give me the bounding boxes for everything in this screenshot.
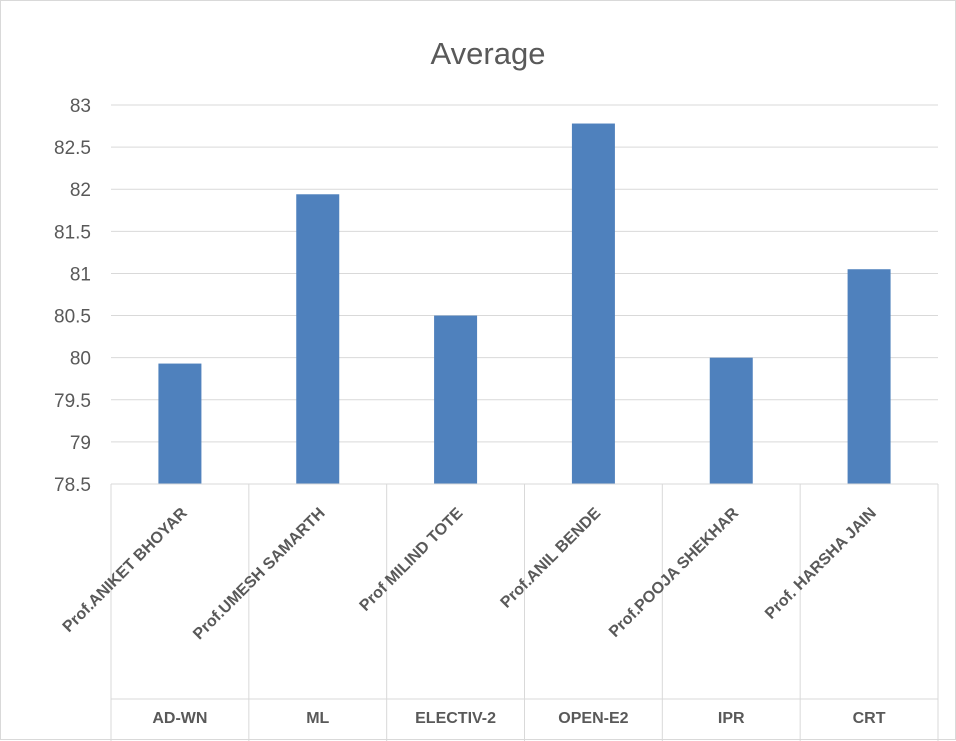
group-label: AD-WN (152, 710, 207, 727)
x-axis: Prof.ANIKET BHOYAR AD-WN Prof.UMESH SAMART… (60, 483, 939, 741)
bar (158, 363, 202, 484)
y-tick-label: 81.5 (54, 222, 91, 243)
y-tick-label: 78.5 (54, 475, 91, 496)
group-label: OPEN-E2 (558, 710, 628, 727)
y-tick-label: 82 (70, 180, 91, 201)
bar (434, 315, 478, 484)
y-tick-label: 79.5 (54, 391, 91, 412)
bar (847, 269, 891, 484)
y-tick-label: 81 (70, 264, 91, 285)
group-label: CRT (853, 710, 886, 727)
category-label: Prof.POOJA SHEKHAR (606, 504, 742, 640)
group-label: ELECTIV-2 (415, 710, 496, 727)
y-axis-ticks: 78.5 79 79.5 80 80.5 81 81.5 82 82.5 83 (54, 96, 91, 496)
chart-title: Average (431, 36, 546, 71)
y-tick-label: 82.5 (54, 138, 91, 159)
y-tick-label: 83 (70, 96, 91, 117)
y-tick-label: 80 (70, 349, 91, 370)
bar (571, 123, 615, 484)
y-tick-label: 80.5 (54, 307, 91, 328)
group-label: ML (306, 710, 329, 727)
bars (158, 123, 891, 484)
category-label: Prof MILIND TOTE (357, 505, 467, 615)
bar (709, 357, 753, 484)
category-label: Prof.ANIKET BHOYAR (60, 504, 191, 635)
gridlines (111, 104, 938, 485)
category-label: Prof.UMESH SAMARTH (190, 505, 328, 643)
category-label: Prof.ANIL BENDE (498, 505, 605, 612)
y-tick-label: 79 (70, 433, 91, 454)
bar (296, 194, 340, 484)
category-label: Prof. HARSHA JAIN (762, 505, 880, 623)
group-label: IPR (718, 710, 745, 727)
